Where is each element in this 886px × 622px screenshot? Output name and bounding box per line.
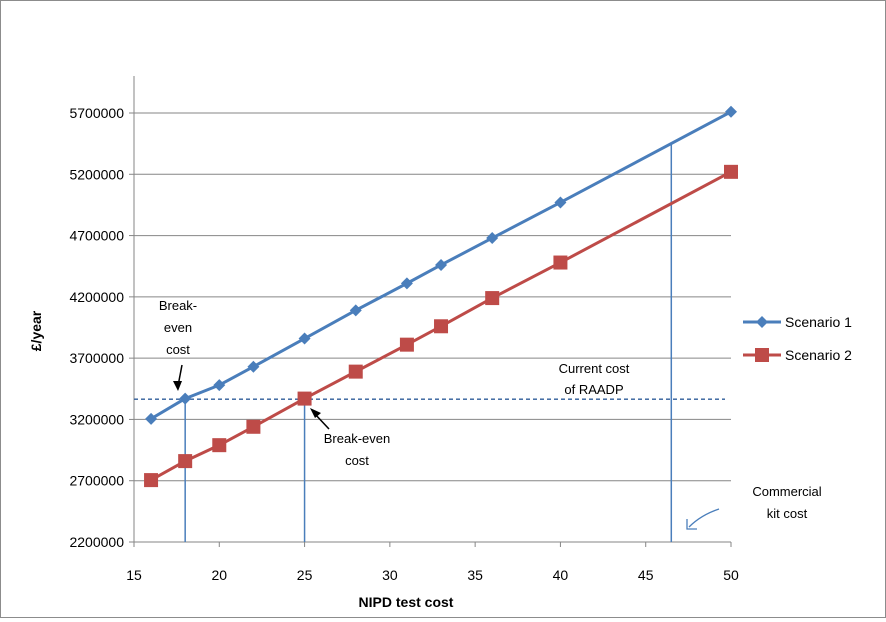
arrow-commercial-kit (686, 508, 720, 530)
x-tick-label: 30 (382, 567, 398, 583)
annotation-current-cost: Current cost of RAADP (559, 361, 630, 397)
annotation-line: even (164, 320, 192, 335)
y-tick-label: 2200000 (69, 534, 124, 550)
y-tick-labels: 2200000 2700000 3200000 3700000 4200000 47000… (69, 105, 124, 550)
y-tick-label: 5200000 (69, 166, 124, 182)
y-tick-label: 5700000 (69, 105, 124, 121)
data-point-scenario-2 (485, 291, 500, 306)
data-point-scenario-1 (298, 332, 311, 345)
x-tick-label: 25 (297, 567, 313, 583)
annotation-line: cost (345, 453, 369, 468)
annotation-break-even-right: Break-even cost (324, 431, 390, 468)
data-point-scenario-2 (399, 337, 414, 352)
legend-label: Scenario 1 (785, 314, 852, 330)
y-tick-label: 2700000 (69, 473, 124, 489)
annotation-line: cost (166, 342, 190, 357)
legend-item-scenario-2: Scenario 2 (743, 347, 852, 363)
data-point-scenario-1 (400, 277, 413, 290)
annotation-line: kit cost (767, 506, 808, 521)
data-point-scenario-2 (553, 255, 568, 270)
annotation-line: Break- (159, 298, 197, 313)
x-tick-label: 50 (723, 567, 739, 583)
x-tick-label: 45 (638, 567, 654, 583)
legend-label: Scenario 2 (785, 347, 852, 363)
annotation-commercial-kit: Commercial kit cost (752, 484, 821, 521)
y-axis-title: £/year (28, 310, 44, 351)
data-point-scenario-2 (297, 391, 312, 406)
x-tick-label: 35 (467, 567, 483, 583)
arrow-break-even-left (173, 364, 183, 391)
annotation-line: Current cost (559, 361, 630, 376)
y-tick-label: 3700000 (69, 350, 124, 366)
data-point-scenario-2 (144, 473, 159, 488)
legend-item-scenario-1: Scenario 1 (743, 314, 852, 330)
data-point-scenario-1 (145, 412, 158, 425)
legend: Scenario 1 Scenario 2 (743, 314, 852, 363)
data-point-scenario-1 (435, 258, 448, 271)
reference-lines (134, 142, 725, 542)
arrow-break-even-right (310, 408, 330, 430)
legend-marker-scenario-1 (756, 316, 768, 328)
data-point-scenario-2 (434, 319, 449, 334)
data-point-scenario-1 (179, 392, 192, 405)
data-point-scenario-1 (725, 105, 737, 118)
y-tick-label: 4200000 (69, 289, 124, 305)
x-tick-label: 15 (126, 567, 142, 583)
data-point-scenario-2 (246, 419, 261, 434)
data-point-scenario-2 (348, 364, 363, 379)
x-tick-labels: 15 20 25 30 35 40 45 50 (126, 567, 739, 583)
x-tick-label: 20 (211, 567, 227, 583)
data-point-scenario-2 (178, 454, 193, 469)
data-point-scenario-1 (213, 379, 226, 392)
gridlines (134, 112, 731, 482)
annotation-break-even-left: Break- even cost (159, 298, 197, 357)
y-tick-label: 3200000 (69, 411, 124, 427)
annotation-line: Commercial (752, 484, 821, 499)
data-point-scenario-1 (554, 196, 567, 209)
data-point-scenario-1 (349, 304, 362, 317)
data-point-scenario-2 (724, 164, 738, 179)
axes (129, 76, 732, 547)
data-point-scenario-1 (486, 232, 499, 245)
series-layer (144, 105, 738, 488)
x-tick-label: 40 (553, 567, 569, 583)
legend-marker-scenario-2 (755, 348, 769, 362)
x-axis-title: NIPD test cost (359, 594, 454, 610)
annotation-line: Break-even (324, 431, 390, 446)
y-tick-label: 4700000 (69, 228, 124, 244)
data-point-scenario-2 (212, 438, 227, 453)
data-point-scenario-1 (247, 360, 260, 373)
annotation-line: of RAADP (564, 382, 623, 397)
